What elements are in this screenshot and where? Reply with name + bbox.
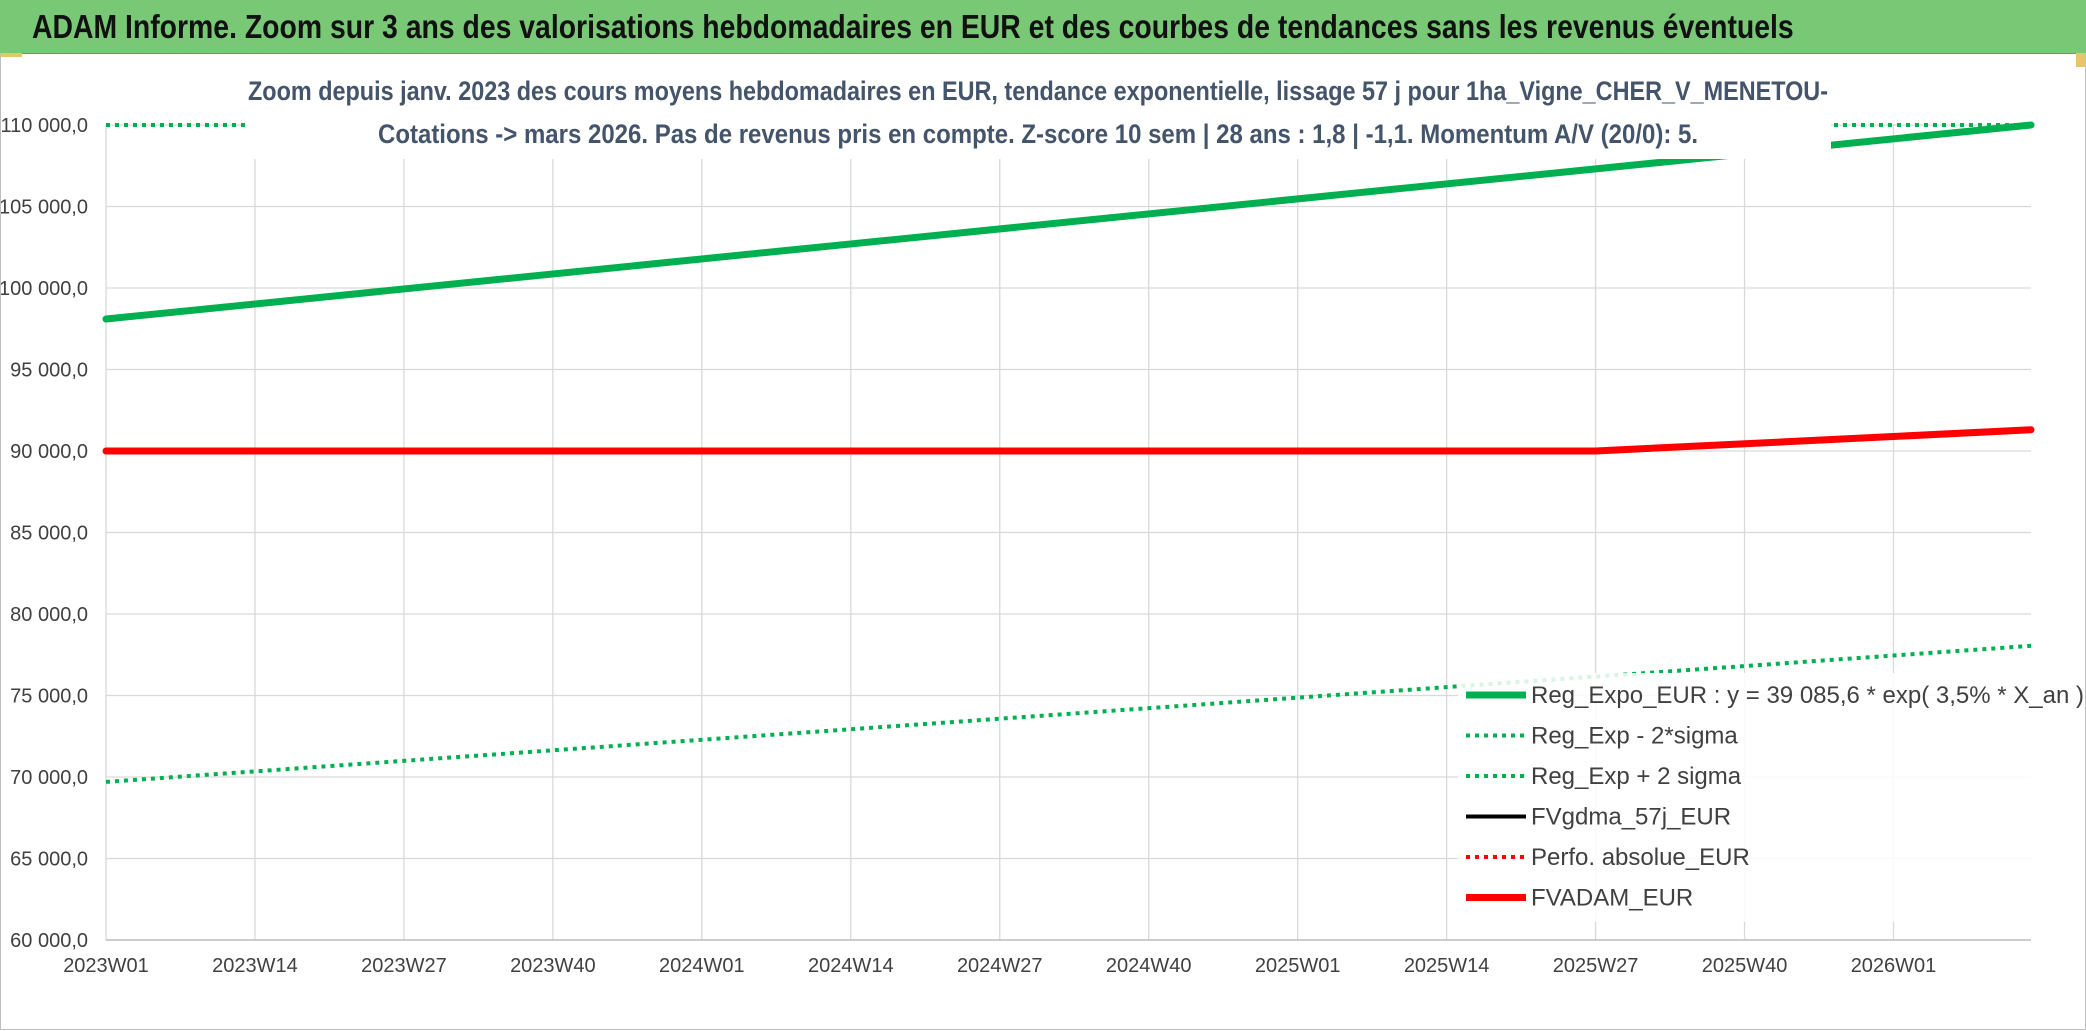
series-layer bbox=[102, 71, 2035, 784]
chart-title: Zoom depuis janv. 2023 des cours moyens … bbox=[248, 76, 1828, 149]
legend-label: FVADAM_EUR bbox=[1531, 885, 1693, 912]
legend-label: Reg_Exp + 2 sigma bbox=[1531, 763, 1742, 790]
report-title: ADAM Informe. Zoom sur 3 ans des valoris… bbox=[32, 8, 1794, 45]
series-line-6 bbox=[102, 426, 2035, 455]
corner-accent-left bbox=[0, 53, 22, 57]
series-line-2 bbox=[105, 643, 2032, 784]
x-tick-label: 2025W01 bbox=[1255, 955, 1341, 977]
axis-layer: 60 000,0 65 000,0 70 000,0 75 000,0 80 000,0… bbox=[1, 115, 2031, 977]
report-header: ADAM Informe. Zoom sur 3 ans des valoris… bbox=[0, 0, 2086, 54]
x-tick-label: 2026W01 bbox=[1851, 955, 1937, 977]
x-tick-label: 2024W14 bbox=[808, 955, 894, 977]
line-chart: 60 000,0 65 000,0 70 000,0 75 000,0 80 000,0… bbox=[1, 71, 2084, 977]
y-tick-label: 90 000,0 bbox=[10, 441, 88, 463]
legend-label: FVgdma_57j_EUR bbox=[1531, 804, 1731, 831]
legend-label: Reg_Expo_EUR : y = 39 085,6 * exp( 3,5% … bbox=[1531, 682, 2084, 709]
y-tick-label: 95 000,0 bbox=[10, 360, 88, 382]
x-tick-label: 2023W01 bbox=[63, 955, 149, 977]
y-tick-label: 70 000,0 bbox=[10, 767, 88, 789]
legend-background bbox=[1458, 673, 2038, 922]
y-tick-label: 80 000,0 bbox=[10, 604, 88, 626]
x-tick-label: 2023W40 bbox=[510, 955, 596, 977]
corner-accent-right bbox=[2076, 53, 2086, 67]
x-tick-label: 2025W14 bbox=[1404, 955, 1490, 977]
chart-title-line-1: Zoom depuis janv. 2023 des cours moyens … bbox=[248, 76, 1828, 106]
x-tick-label: 2025W27 bbox=[1553, 955, 1639, 977]
x-tick-label: 2023W27 bbox=[361, 955, 447, 977]
y-tick-label: 65 000,0 bbox=[10, 849, 88, 871]
y-tick-label: 85 000,0 bbox=[10, 523, 88, 545]
y-tick-label: 100 000,0 bbox=[1, 278, 88, 300]
y-tick-label: 110 000,0 bbox=[1, 115, 88, 137]
title-background bbox=[246, 71, 1831, 159]
chart-frame: 60 000,0 65 000,0 70 000,0 75 000,0 80 000,0… bbox=[0, 53, 2086, 1030]
chart-legend: Reg_Expo_EUR : y = 39 085,6 * exp( 3,5% … bbox=[1458, 673, 2084, 922]
legend-label: Reg_Exp - 2*sigma bbox=[1531, 723, 1738, 750]
y-tick-label: 105 000,0 bbox=[1, 197, 88, 219]
x-tick-label: 2024W40 bbox=[1106, 955, 1192, 977]
y-tick-label: 60 000,0 bbox=[10, 930, 88, 952]
x-tick-label: 2023W14 bbox=[212, 955, 298, 977]
x-tick-label: 2025W40 bbox=[1702, 955, 1788, 977]
legend-label: Perfo. absolue_EUR bbox=[1531, 844, 1750, 871]
x-tick-label: 2024W01 bbox=[659, 955, 745, 977]
chart-title-line-2: Cotations -> mars 2026. Pas de revenus p… bbox=[378, 119, 1698, 149]
x-tick-label: 2024W27 bbox=[957, 955, 1043, 977]
y-tick-label: 75 000,0 bbox=[10, 686, 88, 708]
